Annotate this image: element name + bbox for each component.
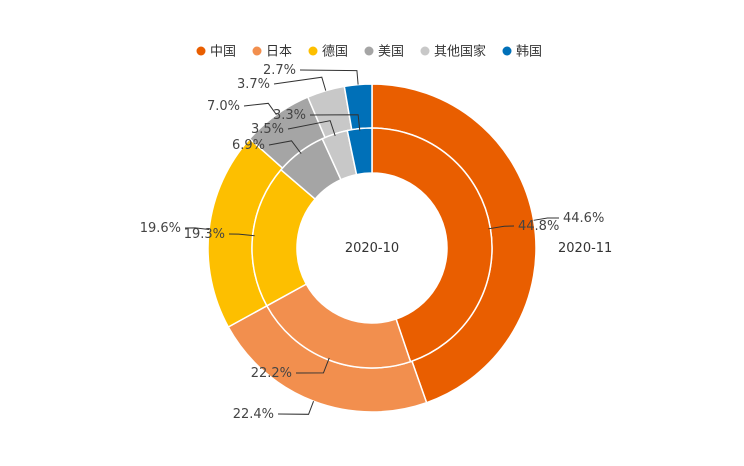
legend-marker-4 bbox=[420, 46, 430, 56]
legend-label-3: 美国 bbox=[378, 45, 404, 60]
inner-leader-0 bbox=[488, 225, 515, 230]
outer-leader-2 bbox=[184, 227, 210, 230]
legend-marker-1 bbox=[252, 46, 262, 56]
legend-label-4: 其他国家 bbox=[434, 44, 486, 60]
inner-data-label-0: 44.8% bbox=[518, 219, 559, 234]
legend-label-1: 日本 bbox=[266, 45, 292, 60]
inner-leader-2 bbox=[228, 233, 255, 237]
legend-marker-5 bbox=[502, 46, 512, 56]
inner-data-label-4: 3.5% bbox=[251, 122, 284, 137]
outer-data-label-3: 7.0% bbox=[207, 99, 240, 114]
outer-leader-3 bbox=[243, 102, 277, 116]
inner-data-label-5: 3.3% bbox=[273, 108, 306, 123]
outer-data-label-5: 2.7% bbox=[263, 63, 296, 78]
inner-data-label-3: 6.9% bbox=[232, 138, 265, 153]
outer-leader-5 bbox=[299, 69, 359, 85]
legend-marker-2 bbox=[308, 46, 318, 56]
legend-marker-0 bbox=[196, 46, 206, 56]
outer-ring-label: 2020-11 bbox=[558, 241, 612, 256]
legend-label-0: 中国 bbox=[210, 45, 236, 60]
inner-data-label-1: 22.2% bbox=[251, 366, 292, 381]
inner-leader-5 bbox=[309, 114, 361, 131]
inner-slice-5 bbox=[346, 127, 373, 176]
legend-label-5: 韩国 bbox=[516, 45, 542, 60]
legend-label-2: 德国 bbox=[322, 45, 348, 60]
leader-lines bbox=[184, 69, 560, 415]
inner-ring-label: 2020-10 bbox=[345, 241, 399, 256]
inner-leader-1 bbox=[295, 357, 330, 374]
data-labels: 44.6% 22.4% 19.6% 7.0% 3.7%2.7% 44.8% 22.2% 19.… bbox=[140, 63, 605, 422]
outer-data-label-4: 3.7% bbox=[237, 77, 270, 92]
inner-slice-0 bbox=[371, 127, 493, 363]
outer-leader-1 bbox=[277, 401, 315, 415]
inner-leader-3 bbox=[268, 140, 302, 154]
outer-data-label-0: 44.6% bbox=[563, 211, 604, 226]
outer-leader-4 bbox=[273, 76, 327, 91]
inner-leader-4 bbox=[287, 120, 336, 137]
legend: 中国 日本 德国 美国 其他国家 韩国 bbox=[196, 44, 542, 60]
inner-ring bbox=[251, 127, 493, 369]
outer-data-label-1: 22.4% bbox=[233, 407, 274, 422]
outer-data-label-2: 19.6% bbox=[140, 221, 181, 236]
legend-marker-3 bbox=[364, 46, 374, 56]
inner-data-label-2: 19.3% bbox=[184, 227, 225, 242]
outer-leader-0 bbox=[533, 217, 560, 221]
